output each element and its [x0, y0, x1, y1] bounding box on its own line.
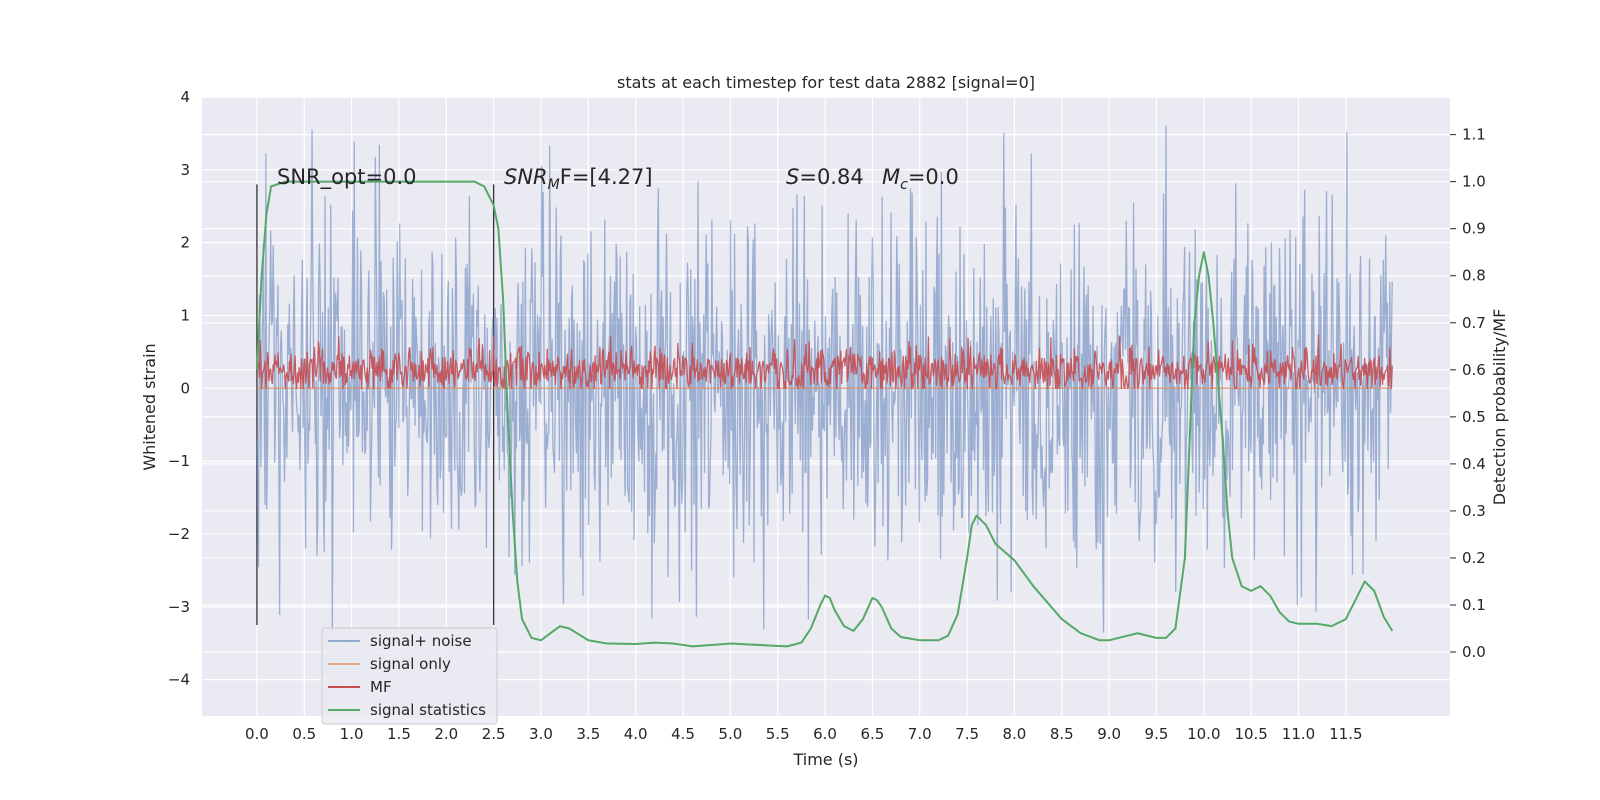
annotation-s: S=0.84	[786, 165, 864, 189]
y2-axis-label: Detection probability/MF	[1490, 309, 1509, 506]
y2-tick-label: 0.8	[1462, 267, 1486, 285]
annotation-s-symbol: S	[786, 165, 799, 189]
x-tick-label: 6.0	[813, 725, 837, 743]
legend: signal+ noise signal only MF signal stat…	[321, 627, 498, 725]
y-axis-label: Whitened strain	[140, 343, 159, 470]
x-tick-label: 5.0	[718, 725, 742, 743]
y-tick-label: 2	[180, 234, 190, 252]
series-signal-statistics-line	[255, 180, 1394, 648]
x-tick-label: 7.5	[955, 725, 979, 743]
y2-tick-label: 0.2	[1462, 549, 1486, 567]
y2-tick-label: 1.0	[1462, 173, 1486, 191]
x-axis-label: Time (s)	[792, 750, 858, 769]
legend-label-signal-only: signal only	[370, 655, 451, 673]
y2-tick-label: 0.0	[1462, 643, 1486, 661]
y2-tick-label: 0.9	[1462, 220, 1486, 238]
x-tick-label: 1.0	[340, 725, 364, 743]
x-tick-label: 11.5	[1329, 725, 1362, 743]
legend-label-signal-noise: signal+ noise	[370, 632, 472, 650]
series-signal-statistics	[255, 180, 1394, 648]
x-axis-ticks: 0.0 0.5 1.0 1.5 2.0 2.5 3.0 3.5 4.0 4.5 5.0 5.5 6.0 6…	[245, 725, 1363, 743]
y2-tick-label: 1.1	[1462, 126, 1486, 144]
annotation-s-value: =0.84	[799, 165, 863, 189]
x-tick-label: 1.5	[387, 725, 411, 743]
x-tick-label: 0.0	[245, 725, 269, 743]
x-tick-label: 2.5	[482, 725, 506, 743]
x-tick-label: 9.0	[1097, 725, 1121, 743]
annotation-snr-opt: SNR_opt=0.0	[277, 165, 417, 190]
y2-axis-ticks: 1.1 1.0 0.9 0.8 0.7 0.6 0.5 0.4 0.3 0.2 0.1 0.0	[1450, 126, 1486, 661]
series-signal-noise-line	[256, 125, 1393, 634]
x-tick-label: 8.0	[1003, 725, 1027, 743]
annotation-snr-mf-sub: M	[548, 177, 560, 193]
x-tick-label: 5.5	[766, 725, 790, 743]
x-tick-label: 11.0	[1282, 725, 1315, 743]
y2-tick-label: 0.3	[1462, 502, 1486, 520]
y-tick-label: 1	[180, 306, 190, 324]
x-tick-label: 6.5	[860, 725, 884, 743]
x-tick-label: 8.5	[1050, 725, 1074, 743]
y-tick-label: −2	[168, 525, 190, 543]
annotation-snr-mf-value: F=[4.27]	[560, 165, 653, 189]
y-tick-label: 4	[180, 88, 190, 106]
x-tick-label: 7.0	[908, 725, 932, 743]
chart-title: stats at each timestep for test data 288…	[617, 73, 1035, 92]
legend-label-mf: MF	[370, 678, 392, 696]
annotation-snr-mf: SNRMF=[4.27]	[504, 165, 653, 193]
y-axis-ticks: 4 3 2 1 0 −1 −2 −3 −4	[168, 88, 190, 689]
series-mf-line	[256, 334, 1393, 389]
y2-tick-label: 0.6	[1462, 361, 1486, 379]
annotation-snr-mf-symbol: SNR	[504, 165, 548, 189]
y2-tick-label: 0.7	[1462, 314, 1486, 332]
y-tick-label: −1	[168, 452, 190, 470]
y2-tick-label: 0.4	[1462, 455, 1486, 473]
series-signal-noise	[256, 125, 1393, 634]
x-tick-label: 3.5	[576, 725, 600, 743]
x-tick-label: 9.5	[1145, 725, 1169, 743]
y-tick-label: 0	[180, 379, 190, 397]
series-mf	[256, 334, 1393, 389]
annotation-mc: Mc=0.0	[882, 165, 959, 193]
legend-label-signal-statistics: signal statistics	[370, 701, 486, 719]
y2-tick-label: 0.5	[1462, 408, 1486, 426]
y-tick-label: 3	[180, 161, 190, 179]
y2-tick-label: 0.1	[1462, 596, 1486, 614]
x-tick-label: 4.5	[671, 725, 695, 743]
annotation-mc-symbol: M	[882, 165, 900, 189]
x-tick-label: 2.0	[434, 725, 458, 743]
y-tick-label: −3	[168, 598, 190, 616]
vertical-markers	[256, 184, 495, 625]
plot-area	[255, 125, 1394, 648]
x-tick-label: 0.5	[292, 725, 316, 743]
annotation-mc-sub: c	[900, 177, 908, 193]
y-tick-label: −4	[168, 671, 190, 689]
x-tick-label: 10.5	[1234, 725, 1267, 743]
x-tick-label: 4.0	[624, 725, 648, 743]
legend-box	[321, 627, 498, 725]
annotation-mc-value: =0.0	[908, 165, 959, 189]
x-tick-label: 3.0	[529, 725, 553, 743]
x-tick-label: 10.0	[1187, 725, 1220, 743]
